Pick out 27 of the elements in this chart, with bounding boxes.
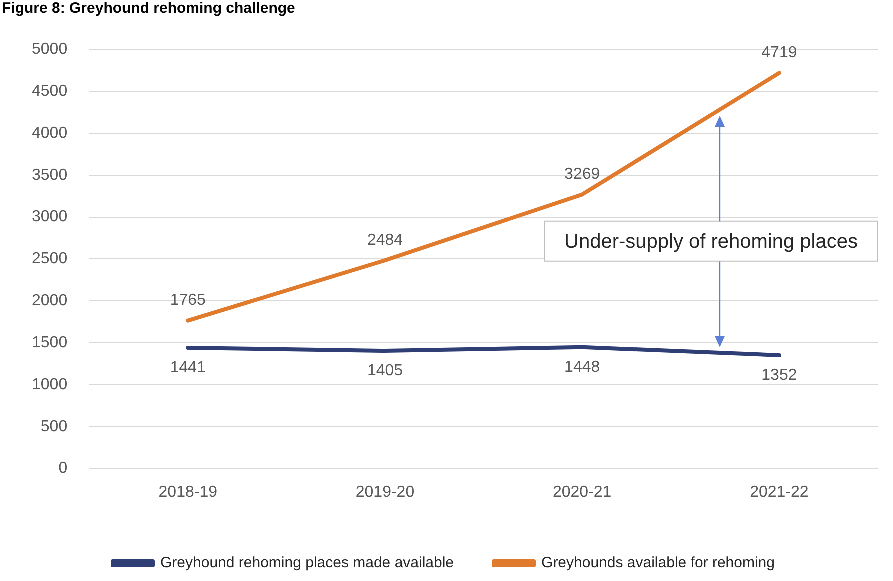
y-tick-label: 2000: [32, 292, 68, 310]
data-label: 1448: [564, 358, 600, 376]
y-tick-label: 1000: [32, 376, 68, 394]
data-label: 1441: [170, 359, 206, 376]
x-tick-label: 2020-21: [552, 484, 612, 501]
chart-title: Figure 8: Greyhound rehoming challenge: [2, 0, 296, 17]
x-tick-label: 2019-20: [356, 484, 415, 501]
data-label: 1405: [367, 362, 404, 380]
y-tick-label: 5000: [32, 41, 68, 58]
data-label: 1765: [170, 292, 206, 310]
y-tick-label: 4500: [32, 82, 68, 100]
y-tick-label: 3000: [32, 208, 68, 226]
data-label: 4719: [762, 44, 798, 62]
y-tick-label: 500: [40, 418, 68, 436]
legend-label: Greyhounds available for rehoming: [542, 554, 775, 572]
y-tick-label: 0: [58, 460, 68, 478]
data-label: 1352: [762, 366, 798, 384]
data-label: 3269: [564, 166, 600, 184]
y-tick-label: 3500: [32, 166, 68, 184]
x-tick-label: 2018-19: [158, 484, 218, 501]
x-tick-label: 2021-22: [750, 484, 809, 501]
legend-label: Greyhound rehoming places made available: [160, 554, 454, 572]
y-tick-label: 1500: [32, 334, 68, 352]
y-tick-label: 2500: [32, 250, 68, 268]
annotation: Under-supply of rehoming places: [564, 230, 858, 253]
y-tick-label: 4000: [32, 124, 68, 142]
data-label: 2484: [367, 232, 404, 249]
